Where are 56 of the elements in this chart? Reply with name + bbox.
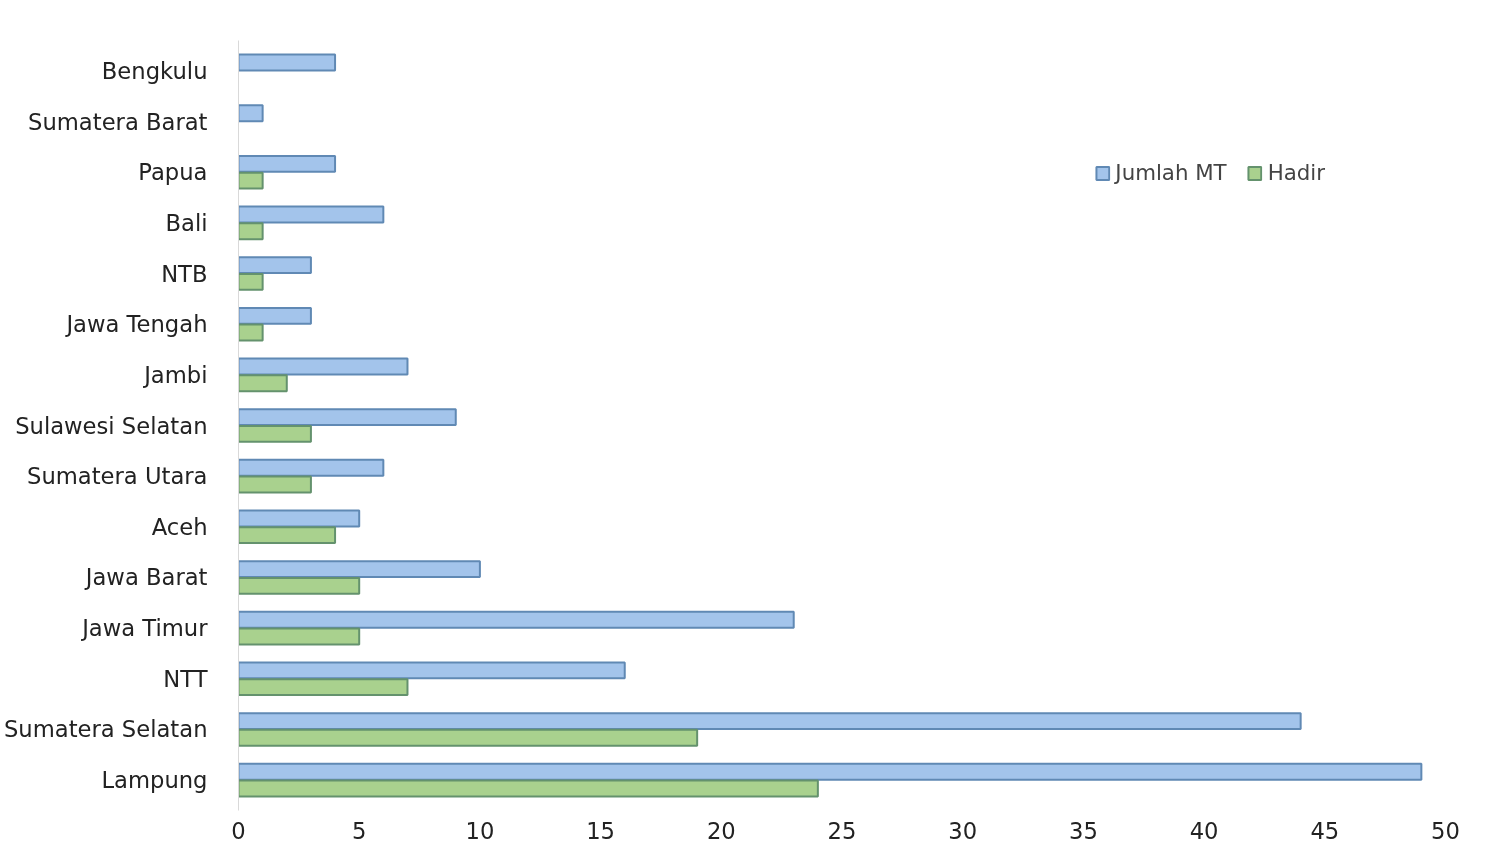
bar	[238, 610, 795, 629]
bar	[238, 104, 264, 123]
x-tick-label: 25	[827, 817, 857, 841]
bar	[238, 762, 1423, 781]
x-tick-label: 30	[948, 817, 978, 841]
y-tick-label: Jawa Tengah	[64, 311, 208, 338]
bar	[238, 53, 337, 72]
y-tick-label: Jambi	[142, 361, 208, 388]
y-tick-label: Papua	[138, 159, 208, 186]
x-tick-label: 35	[1068, 817, 1098, 841]
bar	[238, 222, 264, 241]
x-tick-label: 0	[231, 817, 246, 841]
bar	[238, 560, 481, 579]
y-tick-label: Aceh	[151, 513, 208, 540]
y-tick-label: NTB	[161, 260, 208, 287]
y-tick-label: Sumatera Barat	[28, 108, 208, 135]
bar	[238, 526, 337, 545]
bar	[238, 205, 385, 224]
bar	[238, 678, 409, 697]
x-tick-label: 15	[586, 817, 616, 841]
bar	[238, 272, 264, 291]
y-tick-label: Bengkulu	[101, 57, 208, 84]
x-tick-label: 45	[1310, 817, 1340, 841]
bar	[238, 576, 361, 595]
bar	[238, 374, 288, 393]
x-tick-label: 10	[465, 817, 495, 841]
bar	[238, 306, 312, 325]
legend-label: Hadir	[1267, 160, 1325, 185]
x-tick-label: 40	[1189, 817, 1219, 841]
x-tick-label: 50	[1431, 817, 1460, 841]
bar	[238, 171, 264, 190]
bar	[238, 154, 337, 173]
bar	[238, 712, 1302, 731]
y-tick-label: Jawa Barat	[83, 564, 208, 591]
bar	[238, 627, 361, 646]
y-tick-label: Sumatera Utara	[27, 463, 208, 490]
bar	[238, 424, 312, 443]
x-tick-label: 20	[706, 817, 736, 841]
bar	[238, 661, 626, 680]
y-tick-label: Sulawesi Selatan	[15, 412, 208, 439]
bar	[238, 323, 264, 342]
bar	[238, 458, 385, 477]
x-tick-label: 5	[351, 817, 367, 841]
bar	[238, 509, 361, 528]
bar	[238, 256, 312, 275]
y-tick-label: Lampung	[101, 767, 208, 794]
y-tick-label: Sumatera Selatan	[3, 716, 208, 743]
y-tick-label: NTT	[163, 665, 208, 692]
legend-label: Jumlah MT	[1115, 160, 1227, 185]
bar	[238, 728, 699, 747]
bar	[238, 779, 819, 798]
y-tick-label: Bali	[165, 209, 208, 236]
bar	[238, 357, 409, 376]
y-tick-label: Jawa Timur	[80, 615, 209, 642]
bar	[238, 408, 457, 427]
bar	[238, 475, 312, 494]
